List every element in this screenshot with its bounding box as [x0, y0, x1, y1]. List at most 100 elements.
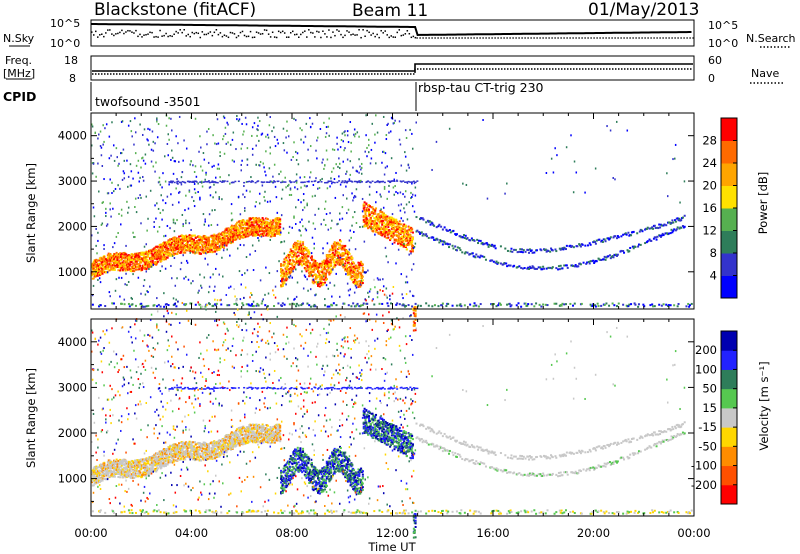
power-cell	[392, 122, 395, 125]
power-cell	[257, 233, 260, 236]
power-cell	[185, 235, 188, 238]
power-cell	[364, 224, 367, 227]
power-cell	[441, 302, 444, 305]
power-cell	[368, 295, 370, 298]
power-cell	[120, 253, 123, 256]
power-cell	[375, 207, 378, 210]
power-cell	[317, 181, 320, 183]
power-cell	[104, 263, 107, 266]
nsearch-dot	[175, 30, 177, 33]
power-cell	[411, 195, 413, 198]
power-cell	[156, 202, 158, 205]
power-cell	[241, 302, 244, 305]
power-cell	[362, 203, 365, 206]
power-cell	[95, 273, 98, 276]
power-cell	[144, 252, 147, 255]
power-cell	[251, 293, 253, 296]
power-cell	[181, 213, 184, 216]
power-cell	[171, 247, 174, 250]
power-cell	[416, 229, 419, 232]
power-cell	[384, 166, 387, 169]
power-cell	[533, 251, 536, 254]
power-cell	[358, 171, 360, 174]
power-cell	[299, 127, 301, 130]
power-cell	[326, 187, 329, 190]
power-cell	[300, 138, 302, 141]
nsearch-dot	[115, 33, 117, 35]
power-cell	[265, 150, 267, 153]
power-cell	[310, 252, 313, 255]
power-cell	[172, 252, 175, 255]
nsearch-dot	[285, 36, 288, 38]
power-cell	[382, 215, 385, 218]
power-cell	[121, 261, 124, 264]
power-cell	[274, 185, 277, 188]
power-cell	[375, 230, 378, 233]
power-cell	[317, 281, 320, 284]
power-cell	[204, 220, 206, 223]
power-cell	[404, 155, 407, 158]
power-cell	[286, 129, 288, 132]
power-cell	[260, 235, 263, 238]
power-cell	[184, 181, 187, 184]
power-cell	[109, 295, 111, 298]
power-cell	[282, 271, 285, 274]
power-cell	[100, 257, 103, 260]
power-cell	[300, 201, 302, 204]
power-cell	[223, 244, 226, 247]
power-cell	[353, 211, 356, 214]
power-cell	[151, 259, 154, 262]
power-cell	[351, 256, 354, 259]
power-cell	[186, 261, 189, 264]
power-cell	[381, 215, 384, 218]
power-cell	[399, 209, 402, 212]
power-cell	[524, 250, 527, 253]
power-cell	[336, 136, 338, 139]
power-cell	[114, 289, 117, 292]
power-cell	[163, 252, 166, 255]
power-cell	[405, 203, 408, 206]
power-cell	[138, 256, 141, 259]
power-cell	[412, 247, 415, 250]
power-cell	[473, 302, 476, 305]
power-cell	[517, 302, 520, 305]
power-cell	[270, 220, 273, 223]
power-cell	[237, 195, 240, 198]
power-cell	[299, 242, 302, 245]
power-cell	[463, 304, 466, 307]
power-cell	[242, 133, 244, 136]
power-cell	[176, 219, 178, 222]
power-cell	[121, 120, 124, 123]
power-cell	[256, 302, 259, 305]
power-cell	[163, 235, 165, 238]
power-cell	[185, 259, 188, 262]
nsearch-dot	[350, 34, 352, 36]
power-cell	[158, 176, 161, 179]
power-cell	[483, 242, 486, 245]
power-cell	[248, 304, 251, 307]
power-cell	[215, 247, 218, 250]
power-cell	[168, 117, 170, 120]
nsearch-dot	[362, 29, 364, 31]
power-cell	[308, 250, 311, 253]
power-cell	[304, 275, 307, 278]
power-cell	[102, 263, 105, 266]
cpid-label: CPID	[3, 89, 36, 104]
power-cell	[324, 273, 327, 276]
power-cell	[320, 181, 323, 183]
power-cell	[147, 304, 150, 307]
power-cell	[202, 152, 205, 155]
power-cell	[162, 209, 164, 212]
power-cell	[448, 246, 451, 249]
power-cell	[157, 257, 160, 260]
power-cell	[441, 228, 444, 231]
power-cell	[274, 145, 277, 148]
power-cell	[366, 302, 369, 305]
power-cell	[182, 238, 185, 241]
power-cell	[188, 236, 191, 239]
power-cell	[458, 304, 461, 307]
power-cell	[344, 147, 346, 150]
power-cell	[137, 159, 140, 162]
power-cell	[381, 234, 384, 237]
power-cell	[397, 240, 400, 243]
